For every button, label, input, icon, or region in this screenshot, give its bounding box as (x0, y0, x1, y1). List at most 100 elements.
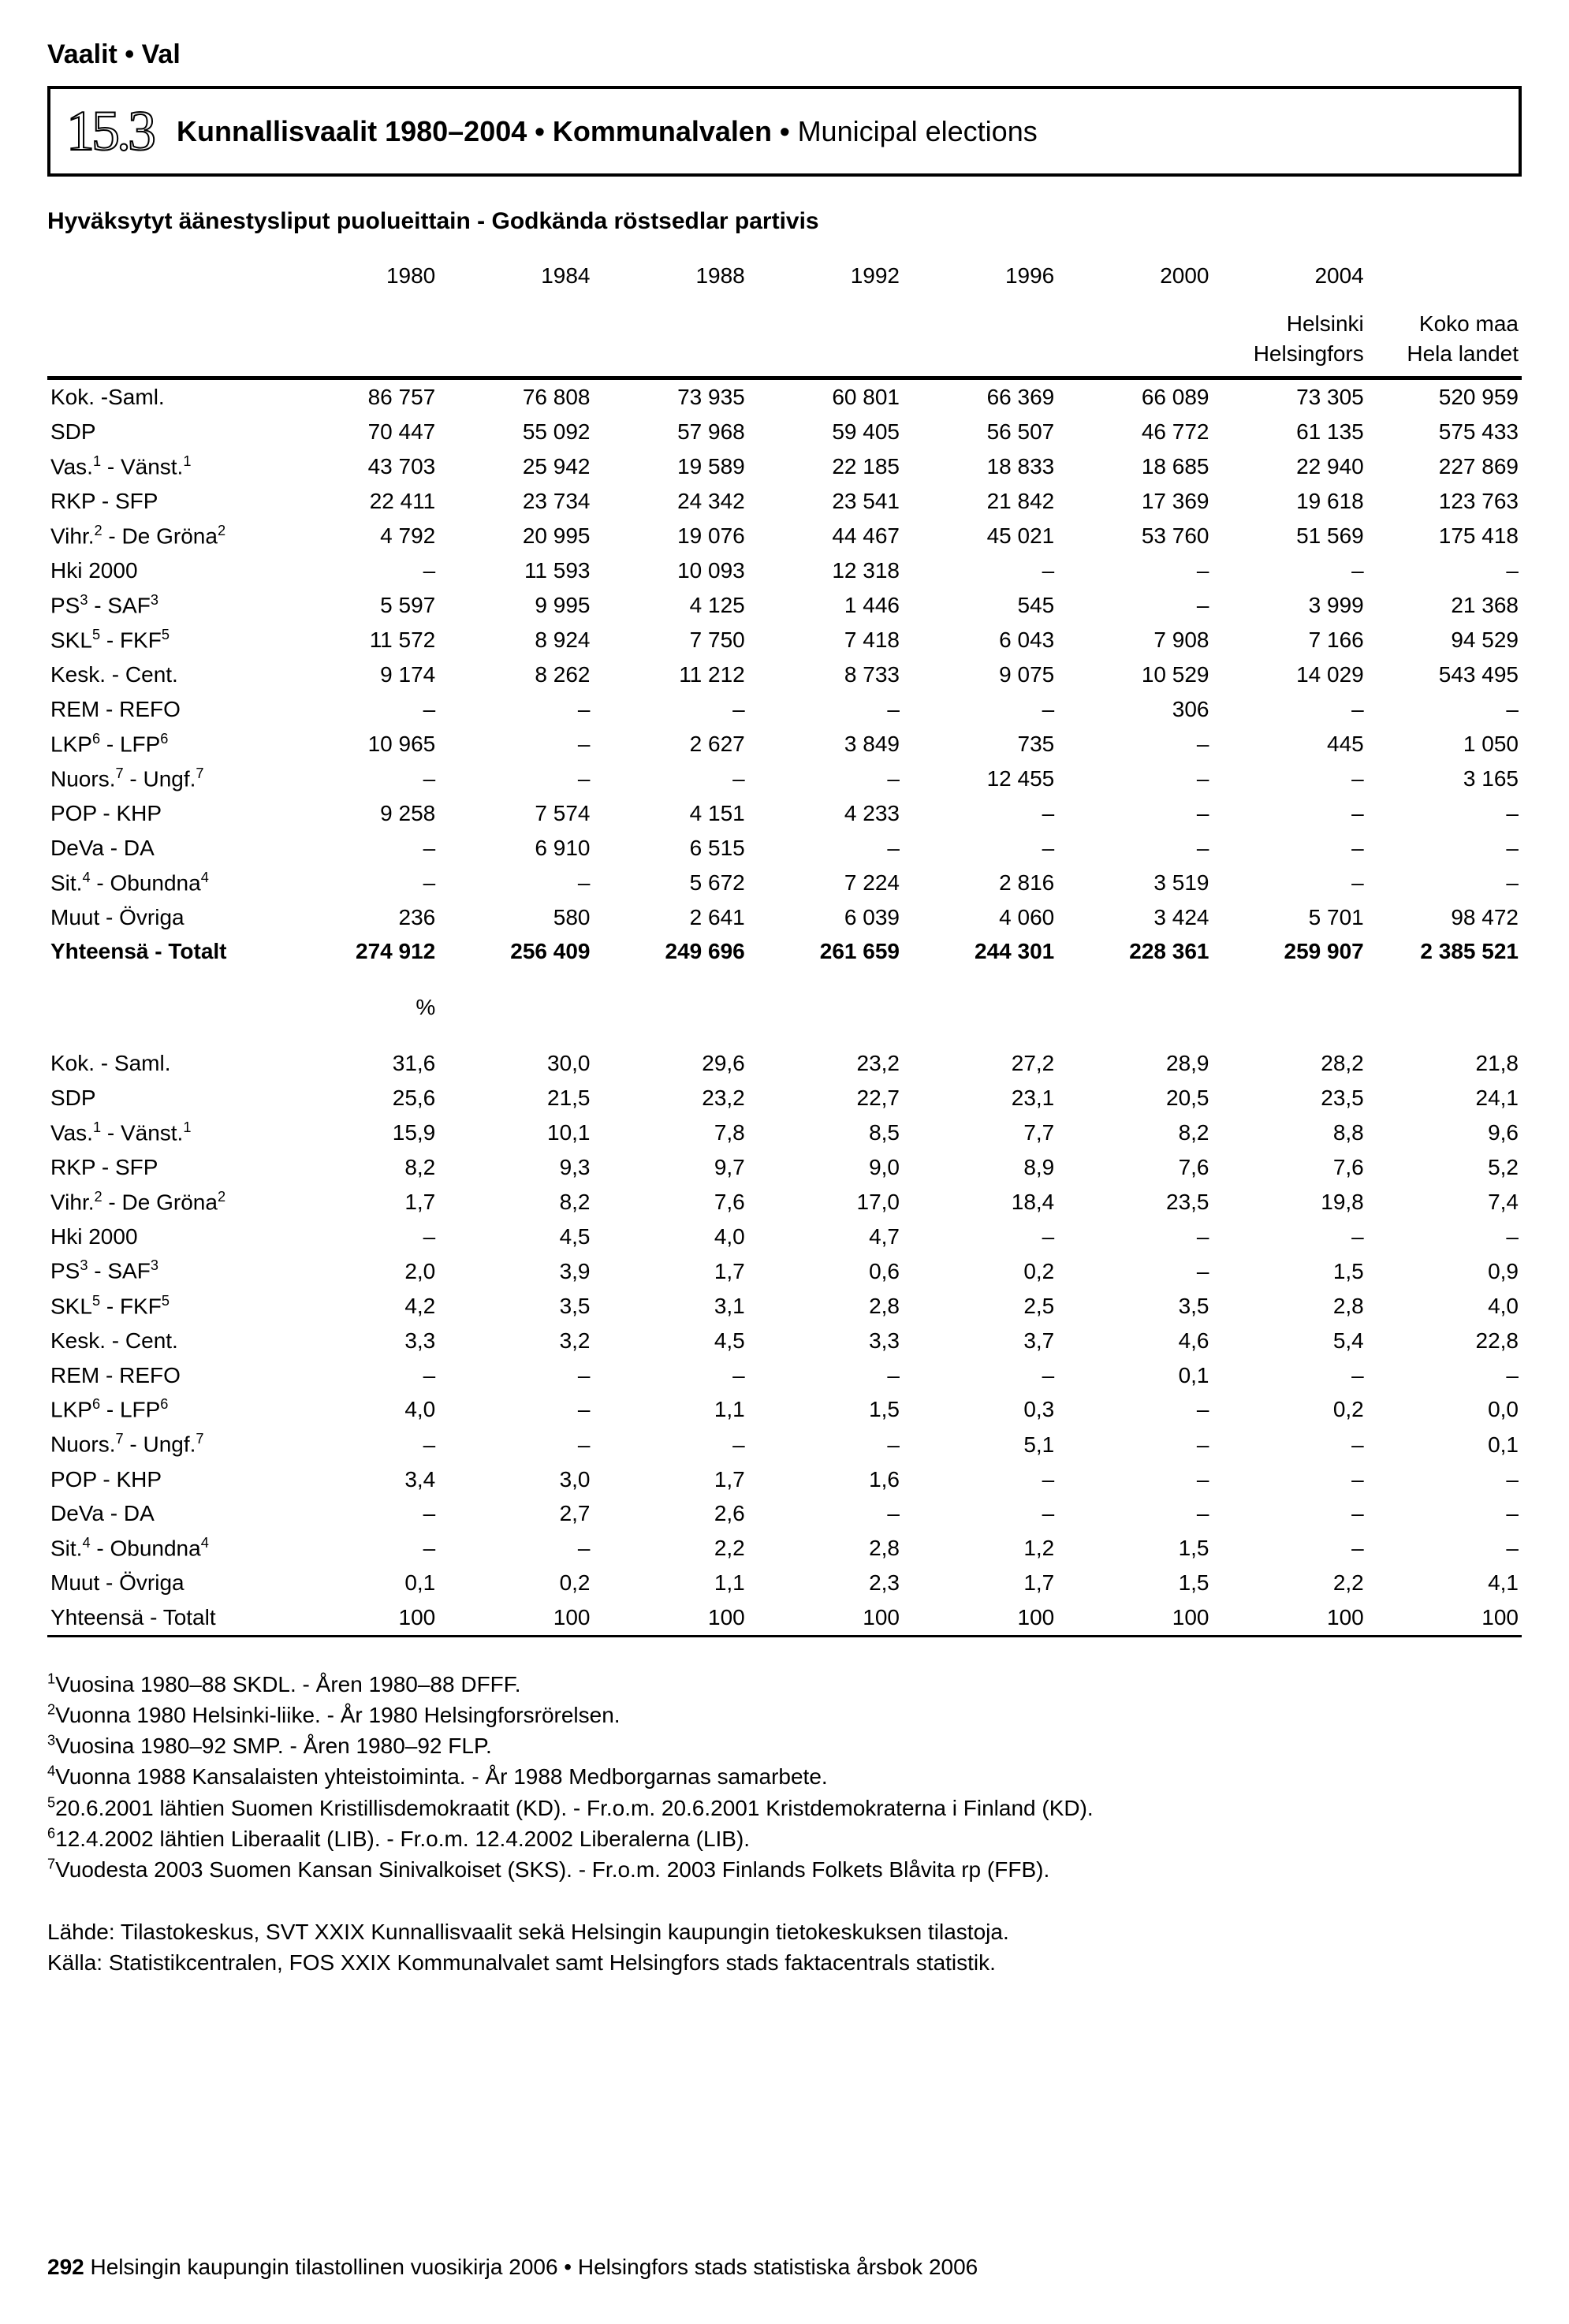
cell: 45 021 (903, 519, 1057, 553)
party-label: REM - REFO (47, 1358, 284, 1393)
cell: 3 424 (1057, 900, 1212, 935)
cell: 10 965 (284, 727, 438, 762)
cell: 236 (284, 900, 438, 935)
cell: 4,1 (1367, 1566, 1522, 1600)
cell: 175 418 (1367, 519, 1522, 553)
cell: – (903, 553, 1057, 588)
cell: 3 999 (1213, 588, 1367, 623)
cell: 0,9 (1367, 1253, 1522, 1288)
cell: 6 910 (438, 831, 593, 866)
cell: 4 151 (594, 796, 748, 831)
cell: 9,7 (594, 1150, 748, 1185)
cell: 28,9 (1057, 1046, 1212, 1081)
cell: 256 409 (438, 934, 593, 969)
cell: – (284, 692, 438, 727)
cell: 5 701 (1213, 900, 1367, 935)
cell: – (1213, 762, 1367, 796)
cell: – (438, 1392, 593, 1427)
cell: 55 092 (438, 415, 593, 449)
table-row: PS3 - SAF32,03,91,70,60,2–1,50,9 (47, 1253, 1522, 1288)
cell: 18 685 (1057, 449, 1212, 484)
cell: – (284, 1496, 438, 1531)
cell: 0,2 (438, 1566, 593, 1600)
table-row: SKL5 - FKF511 5728 9247 7507 4186 0437 9… (47, 623, 1522, 657)
cell: – (903, 1496, 1057, 1531)
cell: 23 734 (438, 484, 593, 519)
cell: – (903, 1358, 1057, 1393)
cell: – (1057, 1462, 1212, 1497)
cell: 21,8 (1367, 1046, 1522, 1081)
cell: 7,7 (903, 1115, 1057, 1150)
cell: 8,2 (438, 1185, 593, 1220)
footnote: 1Vuosina 1980–88 SKDL. - Åren 1980–88 DF… (47, 1669, 1522, 1700)
table-row: LKP6 - LFP610 965–2 6273 849735–4451 050 (47, 727, 1522, 762)
cell: – (903, 1462, 1057, 1497)
party-label: Hki 2000 (47, 1220, 284, 1254)
cell: 100 (438, 1600, 593, 1636)
cell: 520 959 (1367, 378, 1522, 415)
cell: – (438, 762, 593, 796)
year-header-row: 1980198419881992199620002004 (47, 259, 1522, 293)
year-header: 1996 (903, 259, 1057, 293)
cell: – (438, 1427, 593, 1462)
cell: 2,6 (594, 1496, 748, 1531)
party-label: Sit.4 - Obundna4 (47, 866, 284, 900)
table-row: Vas.1 - Vänst.115,910,17,88,57,78,28,89,… (47, 1115, 1522, 1150)
cell: 12 455 (903, 762, 1057, 796)
cell: – (1057, 1496, 1212, 1531)
cell: 6 515 (594, 831, 748, 866)
table-row: DeVa - DA–2,72,6––––– (47, 1496, 1522, 1531)
cell: 31,6 (284, 1046, 438, 1081)
cell: 3,7 (903, 1324, 1057, 1358)
sub-header (903, 293, 1057, 378)
cell: 12 318 (748, 553, 903, 588)
cell: 123 763 (1367, 484, 1522, 519)
cell: – (1213, 692, 1367, 727)
cell: 3,5 (438, 1289, 593, 1324)
table-row: POP - KHP9 2587 5744 1514 233–––– (47, 796, 1522, 831)
cell: 9 995 (438, 588, 593, 623)
cell: – (903, 796, 1057, 831)
cell: 100 (594, 1600, 748, 1636)
year-header: 1992 (748, 259, 903, 293)
footnote: 2Vuonna 1980 Helsinki-liike. - År 1980 H… (47, 1700, 1522, 1730)
cell: 5 597 (284, 588, 438, 623)
table-row: Kesk. - Cent.9 1748 26211 2128 7339 0751… (47, 657, 1522, 692)
cell: 3,3 (748, 1324, 903, 1358)
cell: – (284, 553, 438, 588)
cell: 4 792 (284, 519, 438, 553)
cell: – (594, 692, 748, 727)
cell: 11 212 (594, 657, 748, 692)
sub-header (438, 293, 593, 378)
pct-total-row: Yhteensä - Totalt10010010010010010010010… (47, 1600, 1522, 1636)
cell: 100 (284, 1600, 438, 1636)
cell: 21 842 (903, 484, 1057, 519)
cell: – (594, 1358, 748, 1393)
cell: 3 849 (748, 727, 903, 762)
party-label: SDP (47, 1081, 284, 1115)
cell: – (748, 1427, 903, 1462)
cell: 53 760 (1057, 519, 1212, 553)
cell: 1 050 (1367, 727, 1522, 762)
year-header: 1984 (438, 259, 593, 293)
cell: 4,0 (284, 1392, 438, 1427)
cell: 2 641 (594, 900, 748, 935)
cell: – (1367, 1358, 1522, 1393)
cell: 0,3 (903, 1392, 1057, 1427)
cell: 3 519 (1057, 866, 1212, 900)
sub-header (284, 293, 438, 378)
cell: 9,0 (748, 1150, 903, 1185)
cell: – (1057, 796, 1212, 831)
cell: 10 093 (594, 553, 748, 588)
cell: 100 (903, 1600, 1057, 1636)
cell: 29,6 (594, 1046, 748, 1081)
cell: 7 418 (748, 623, 903, 657)
sub-header (594, 293, 748, 378)
sub-header (748, 293, 903, 378)
cell: 5 672 (594, 866, 748, 900)
cell: – (1213, 1220, 1367, 1254)
cell: 8 262 (438, 657, 593, 692)
cell: 8,2 (1057, 1115, 1212, 1150)
cell: 8 924 (438, 623, 593, 657)
party-label: Vihr.2 - De Gröna2 (47, 1185, 284, 1220)
